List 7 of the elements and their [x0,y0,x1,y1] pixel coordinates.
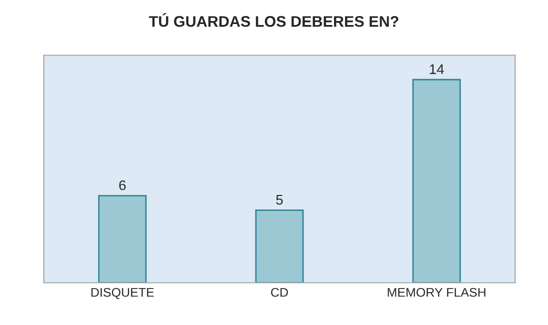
data-label: 14 [430,64,444,74]
x-tick-label: MEMORY FLASH [388,288,486,297]
x-tick-label: CD [271,288,288,297]
x-tick-label: DISQUETE [91,288,154,300]
data-label: 6 [119,180,126,190]
data-label: 5 [276,194,283,205]
chart-title: TÚ GUARDAS LOS DEBERES EN? [148,13,398,27]
